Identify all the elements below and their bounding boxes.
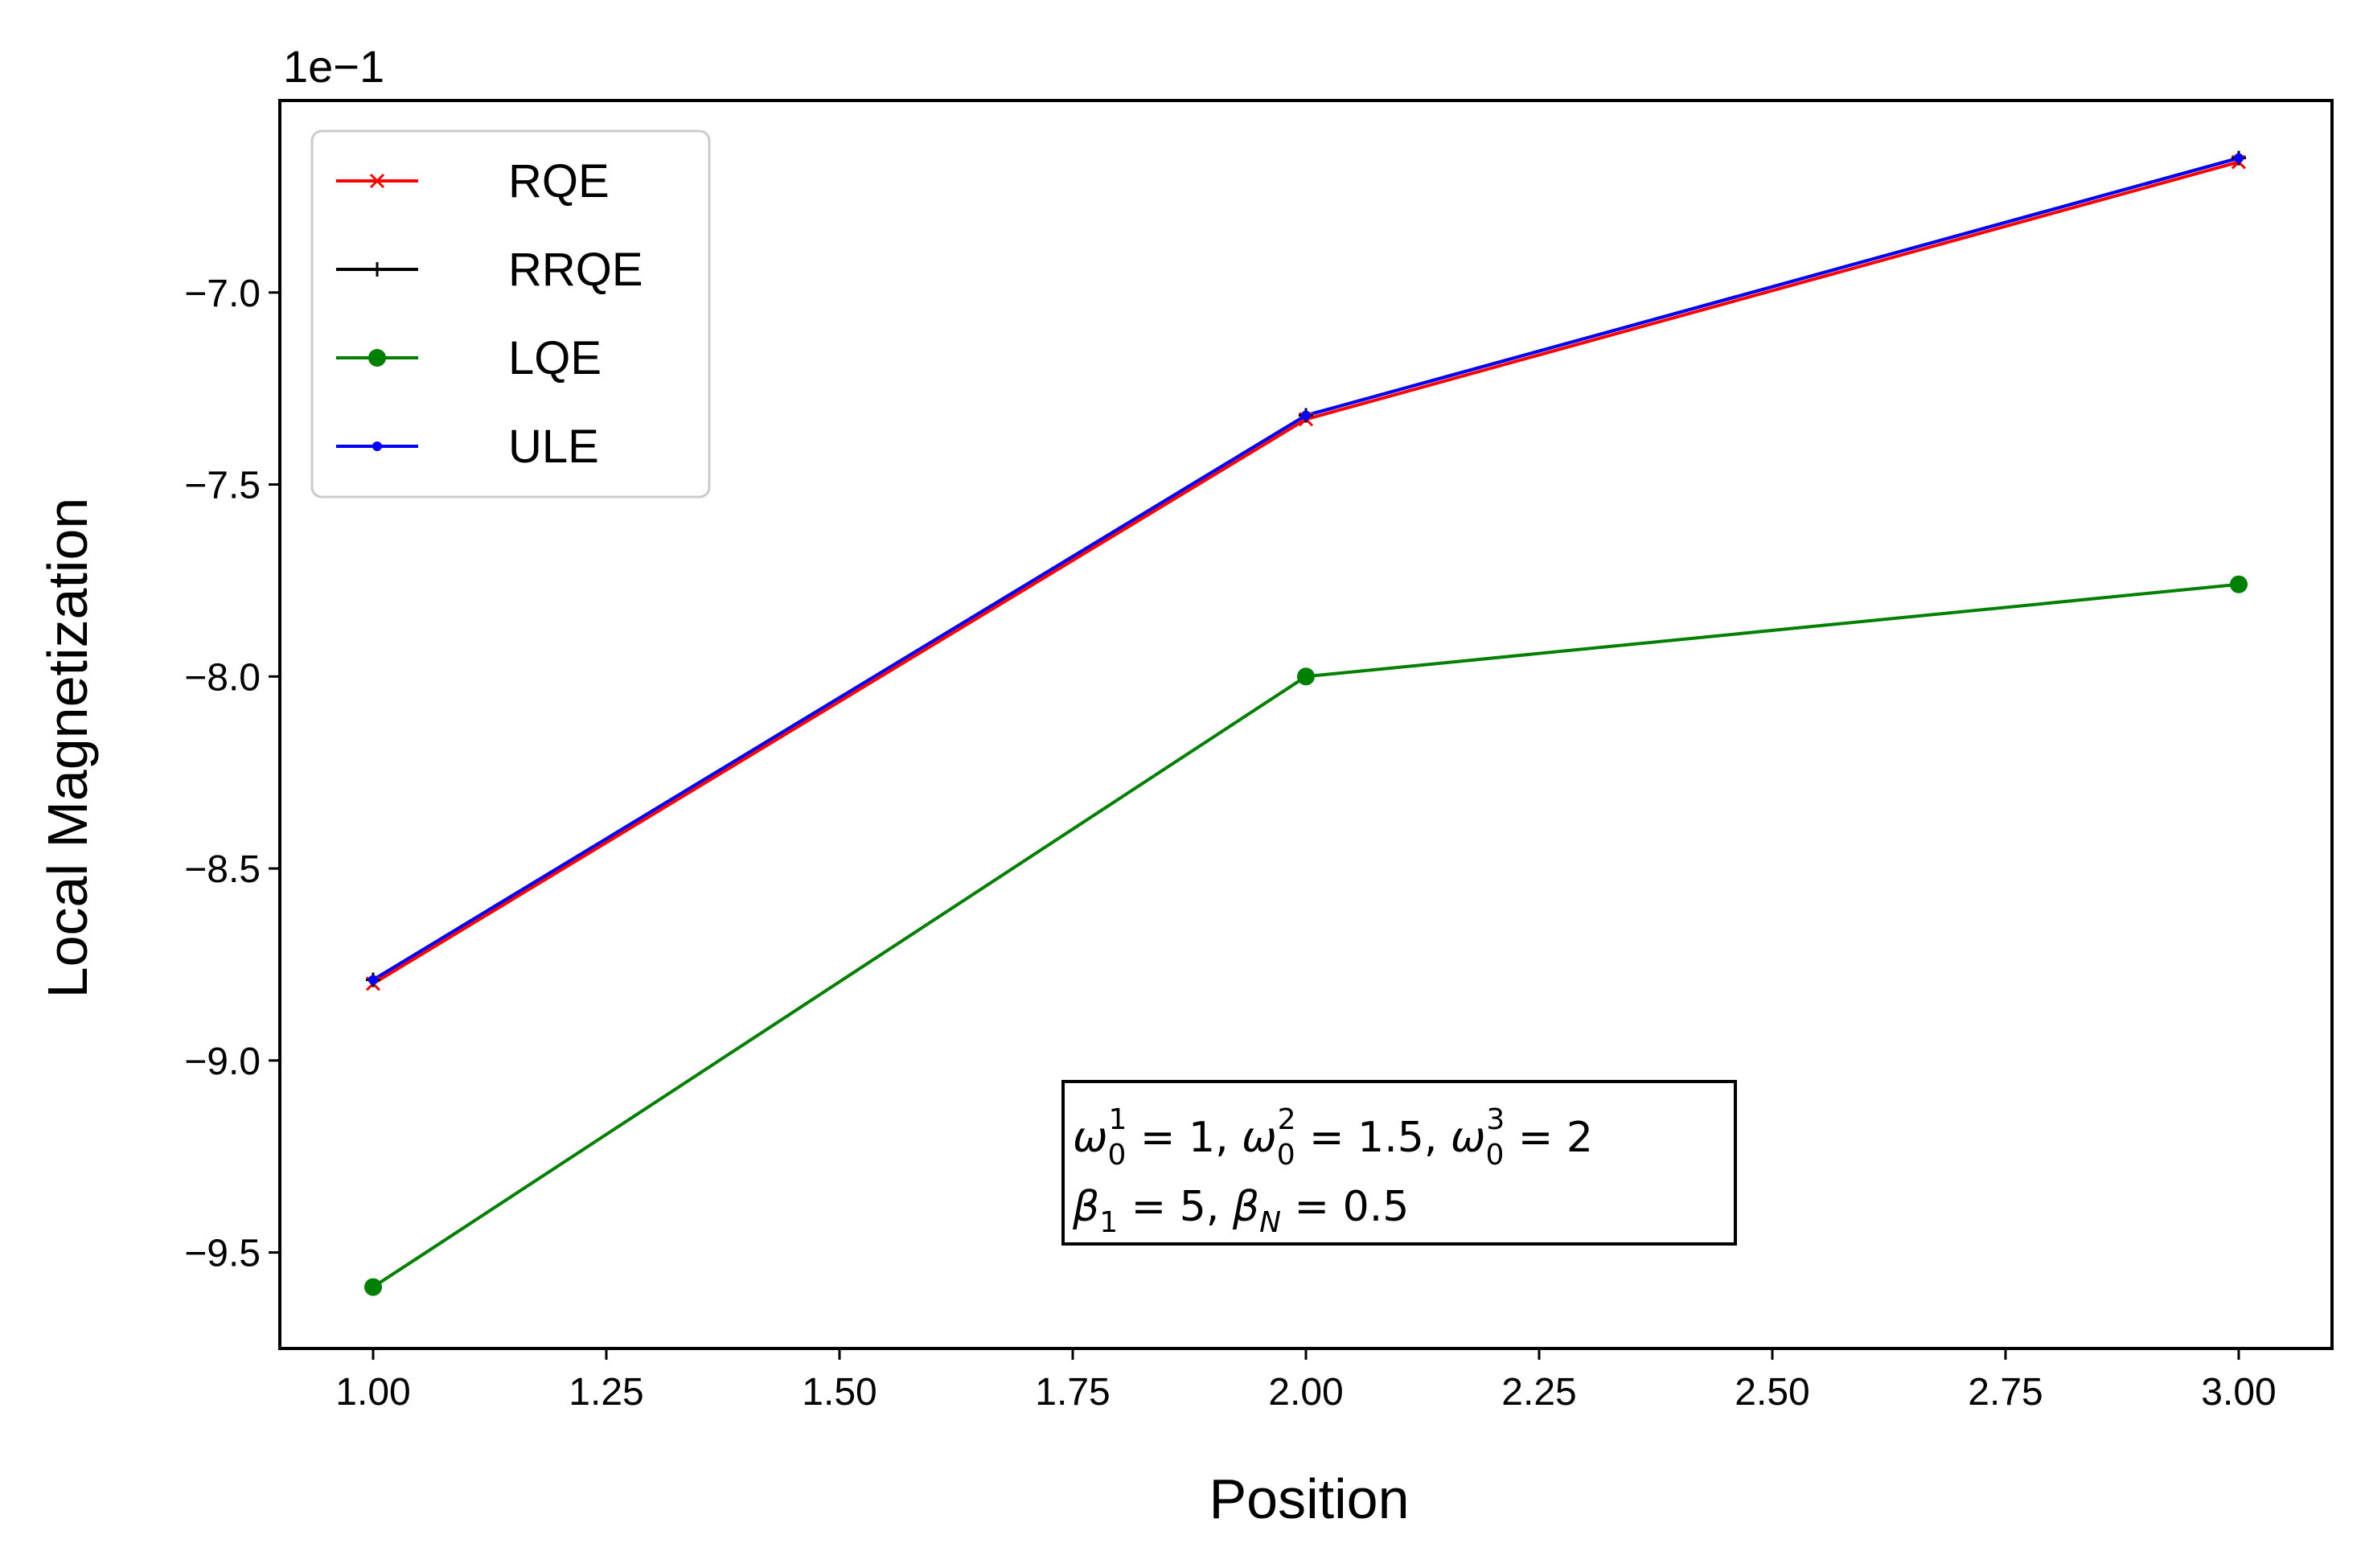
legend-item-rqe: RQE [336,155,610,207]
annotation-line-1: ω01 = 1, ω02 = 1.5, ω03 = 2 [1073,1103,1593,1172]
legend-label-ule: ULE [508,421,599,473]
x-tick-label: 1.75 [1035,1371,1110,1414]
y-tick-label: −7.0 [184,273,261,315]
omega-sup-1: 1 [1108,1103,1127,1136]
x-tick-label: 1.50 [802,1371,877,1414]
omega-value-1: = 1, [1127,1114,1242,1162]
omega-symbol-3: ω [1451,1114,1486,1162]
legend-marker-rqe [369,173,385,189]
omega-sup-3: 3 [1486,1103,1505,1136]
omega-symbol-1: ω [1073,1114,1108,1162]
y-tick-label: −9.5 [184,1233,261,1275]
annotation-box [1061,1080,1737,1246]
x-tick-label: 3.00 [2201,1371,2276,1414]
beta-symbol-2: β [1232,1183,1259,1231]
legend-marker-rrqe [370,262,384,277]
omega-sub-2: 0 [1277,1139,1295,1172]
legend-label-lqe: LQE [508,332,601,384]
annotation-line-2: β1 = 5, βN = 0.5 [1072,1183,1409,1239]
parameter-annotation: ω01 = 1, ω02 = 1.5, ω03 = 2 β1 = 5, βN =… [1061,1080,1737,1246]
beta-symbol-1: β [1072,1183,1099,1231]
legend-marker-ule [372,441,382,451]
x-tick-label: 2.25 [1501,1371,1576,1414]
data-point-ule [368,975,378,985]
y-tick-label: −9.0 [184,1041,261,1083]
x-tick-label: 1.00 [335,1371,410,1414]
legend-label-rrqe: RRQE [508,244,643,296]
legend-item-lqe: LQE [336,332,601,384]
omega-value-3: = 2 [1505,1114,1593,1162]
omega-value-2: = 1.5, [1296,1114,1451,1162]
legend-marker-lqe [368,349,386,367]
legend-label-rqe: RQE [508,155,610,207]
beta-value-1: = 5, [1118,1183,1233,1231]
x-tick-label: 1.25 [569,1371,643,1414]
data-point-lqe [364,1278,382,1296]
beta-value-2: = 0.5 [1281,1183,1409,1231]
data-point-ule [1301,410,1311,421]
omega-sub-1: 0 [1108,1139,1127,1172]
y-tick-label: −7.5 [184,465,261,507]
omega-sup-2: 2 [1278,1103,1296,1136]
beta-sub-2: N [1259,1206,1281,1239]
data-point-lqe [2230,575,2248,593]
plot-frame [278,99,2334,1350]
omega-symbol-2: ω [1242,1114,1277,1162]
legend-items: RQE RRQE LQE ULE [336,155,643,473]
x-tick-label: 2.00 [1268,1371,1343,1414]
y-tick-label: −8.5 [184,848,261,891]
beta-sub-1: 1 [1099,1206,1118,1239]
series-markers [364,150,2248,1296]
legend-item-rrqe: RRQE [336,244,643,296]
x-tick-label: 2.50 [1735,1371,1809,1414]
omega-sub-3: 0 [1485,1139,1504,1172]
x-axis-label: Position [1209,1467,1409,1530]
legend-box [310,129,711,499]
data-point-lqe [1297,667,1315,686]
y-offset-label: 1e−1 [283,41,384,92]
legend: RQE RRQE LQE ULE [310,129,711,499]
y-tick-label: −8.0 [184,656,261,699]
data-point-ule [2234,153,2244,163]
x-tick-label: 2.75 [1968,1371,2043,1414]
y-axis-label: Local Magnetization [36,498,99,999]
axis-ticks: 1.00 1.25 1.50 1.75 2.00 2.25 2.50 2.75 3.00 −7.0… [184,273,2276,1414]
marker-stroke [369,173,385,189]
legend-item-ule: ULE [336,421,599,473]
